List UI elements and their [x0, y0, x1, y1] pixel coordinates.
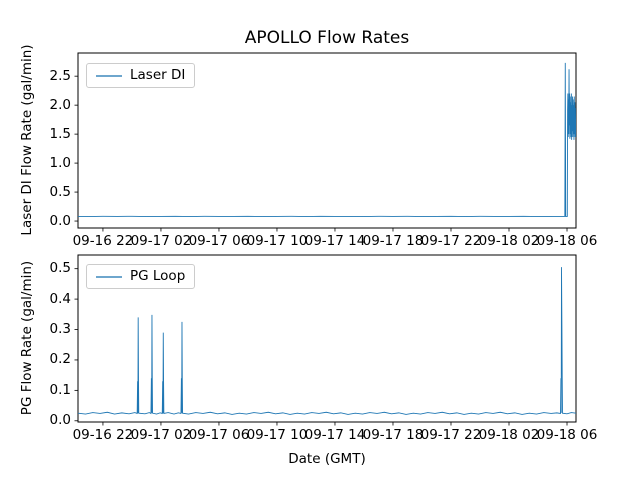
y-tick-label: 0.5 [49, 183, 71, 200]
x-tick-label: 09-17 06 [188, 233, 250, 249]
x-tick-label: 09-16 22 [72, 427, 134, 443]
x-axis-label: Date (GMT) [288, 451, 366, 467]
x-tick-label: 09-17 14 [304, 233, 366, 249]
x-tick-label: 09-17 10 [246, 427, 308, 443]
figure-title: APOLLO Flow Rates [244, 28, 410, 48]
x-tick-label: 09-17 02 [130, 427, 192, 443]
y-tick-label: 0.4 [49, 290, 71, 307]
y-tick-label: 1.5 [49, 125, 71, 142]
legend-line-sample-icon [96, 275, 122, 278]
y-tick-label: 0.0 [49, 212, 71, 229]
x-tick-label: 09-17 02 [130, 233, 192, 249]
y-tick-label: 2.5 [49, 67, 71, 84]
x-tick-label: 09-17 18 [362, 427, 424, 443]
y-tick-label: 0.0 [49, 412, 71, 429]
y-tick-label: 0.5 [49, 260, 71, 277]
x-tick-label: 09-17 06 [188, 427, 250, 443]
legend-label: Laser DI [130, 66, 186, 83]
legend-label: PG Loop [130, 267, 186, 284]
x-tick-label: 09-17 10 [246, 233, 308, 249]
legend-pg-loop: PG Loop [86, 264, 196, 289]
x-tick-label: 09-16 22 [72, 233, 134, 249]
y-tick-label: 1.0 [49, 154, 71, 171]
x-tick-label: 09-18 06 [536, 233, 598, 249]
y-tick-label: 2.0 [49, 96, 71, 113]
x-tick-label: 09-17 18 [362, 233, 424, 249]
y-tick-label: 0.2 [49, 351, 71, 368]
x-tick-label: 09-18 02 [478, 427, 540, 443]
y-tick-label: 0.3 [49, 321, 71, 338]
x-tick-label: 09-18 02 [478, 233, 540, 249]
x-tick-label: 09-17 14 [304, 427, 366, 443]
legend-line-sample-icon [96, 74, 122, 77]
y-tick-label: 0.1 [49, 381, 71, 398]
legend-laser-di: Laser DI [86, 63, 196, 88]
x-tick-label: 09-18 06 [536, 427, 598, 443]
x-tick-label: 09-17 22 [420, 233, 482, 249]
x-tick-label: 09-17 22 [420, 427, 482, 443]
